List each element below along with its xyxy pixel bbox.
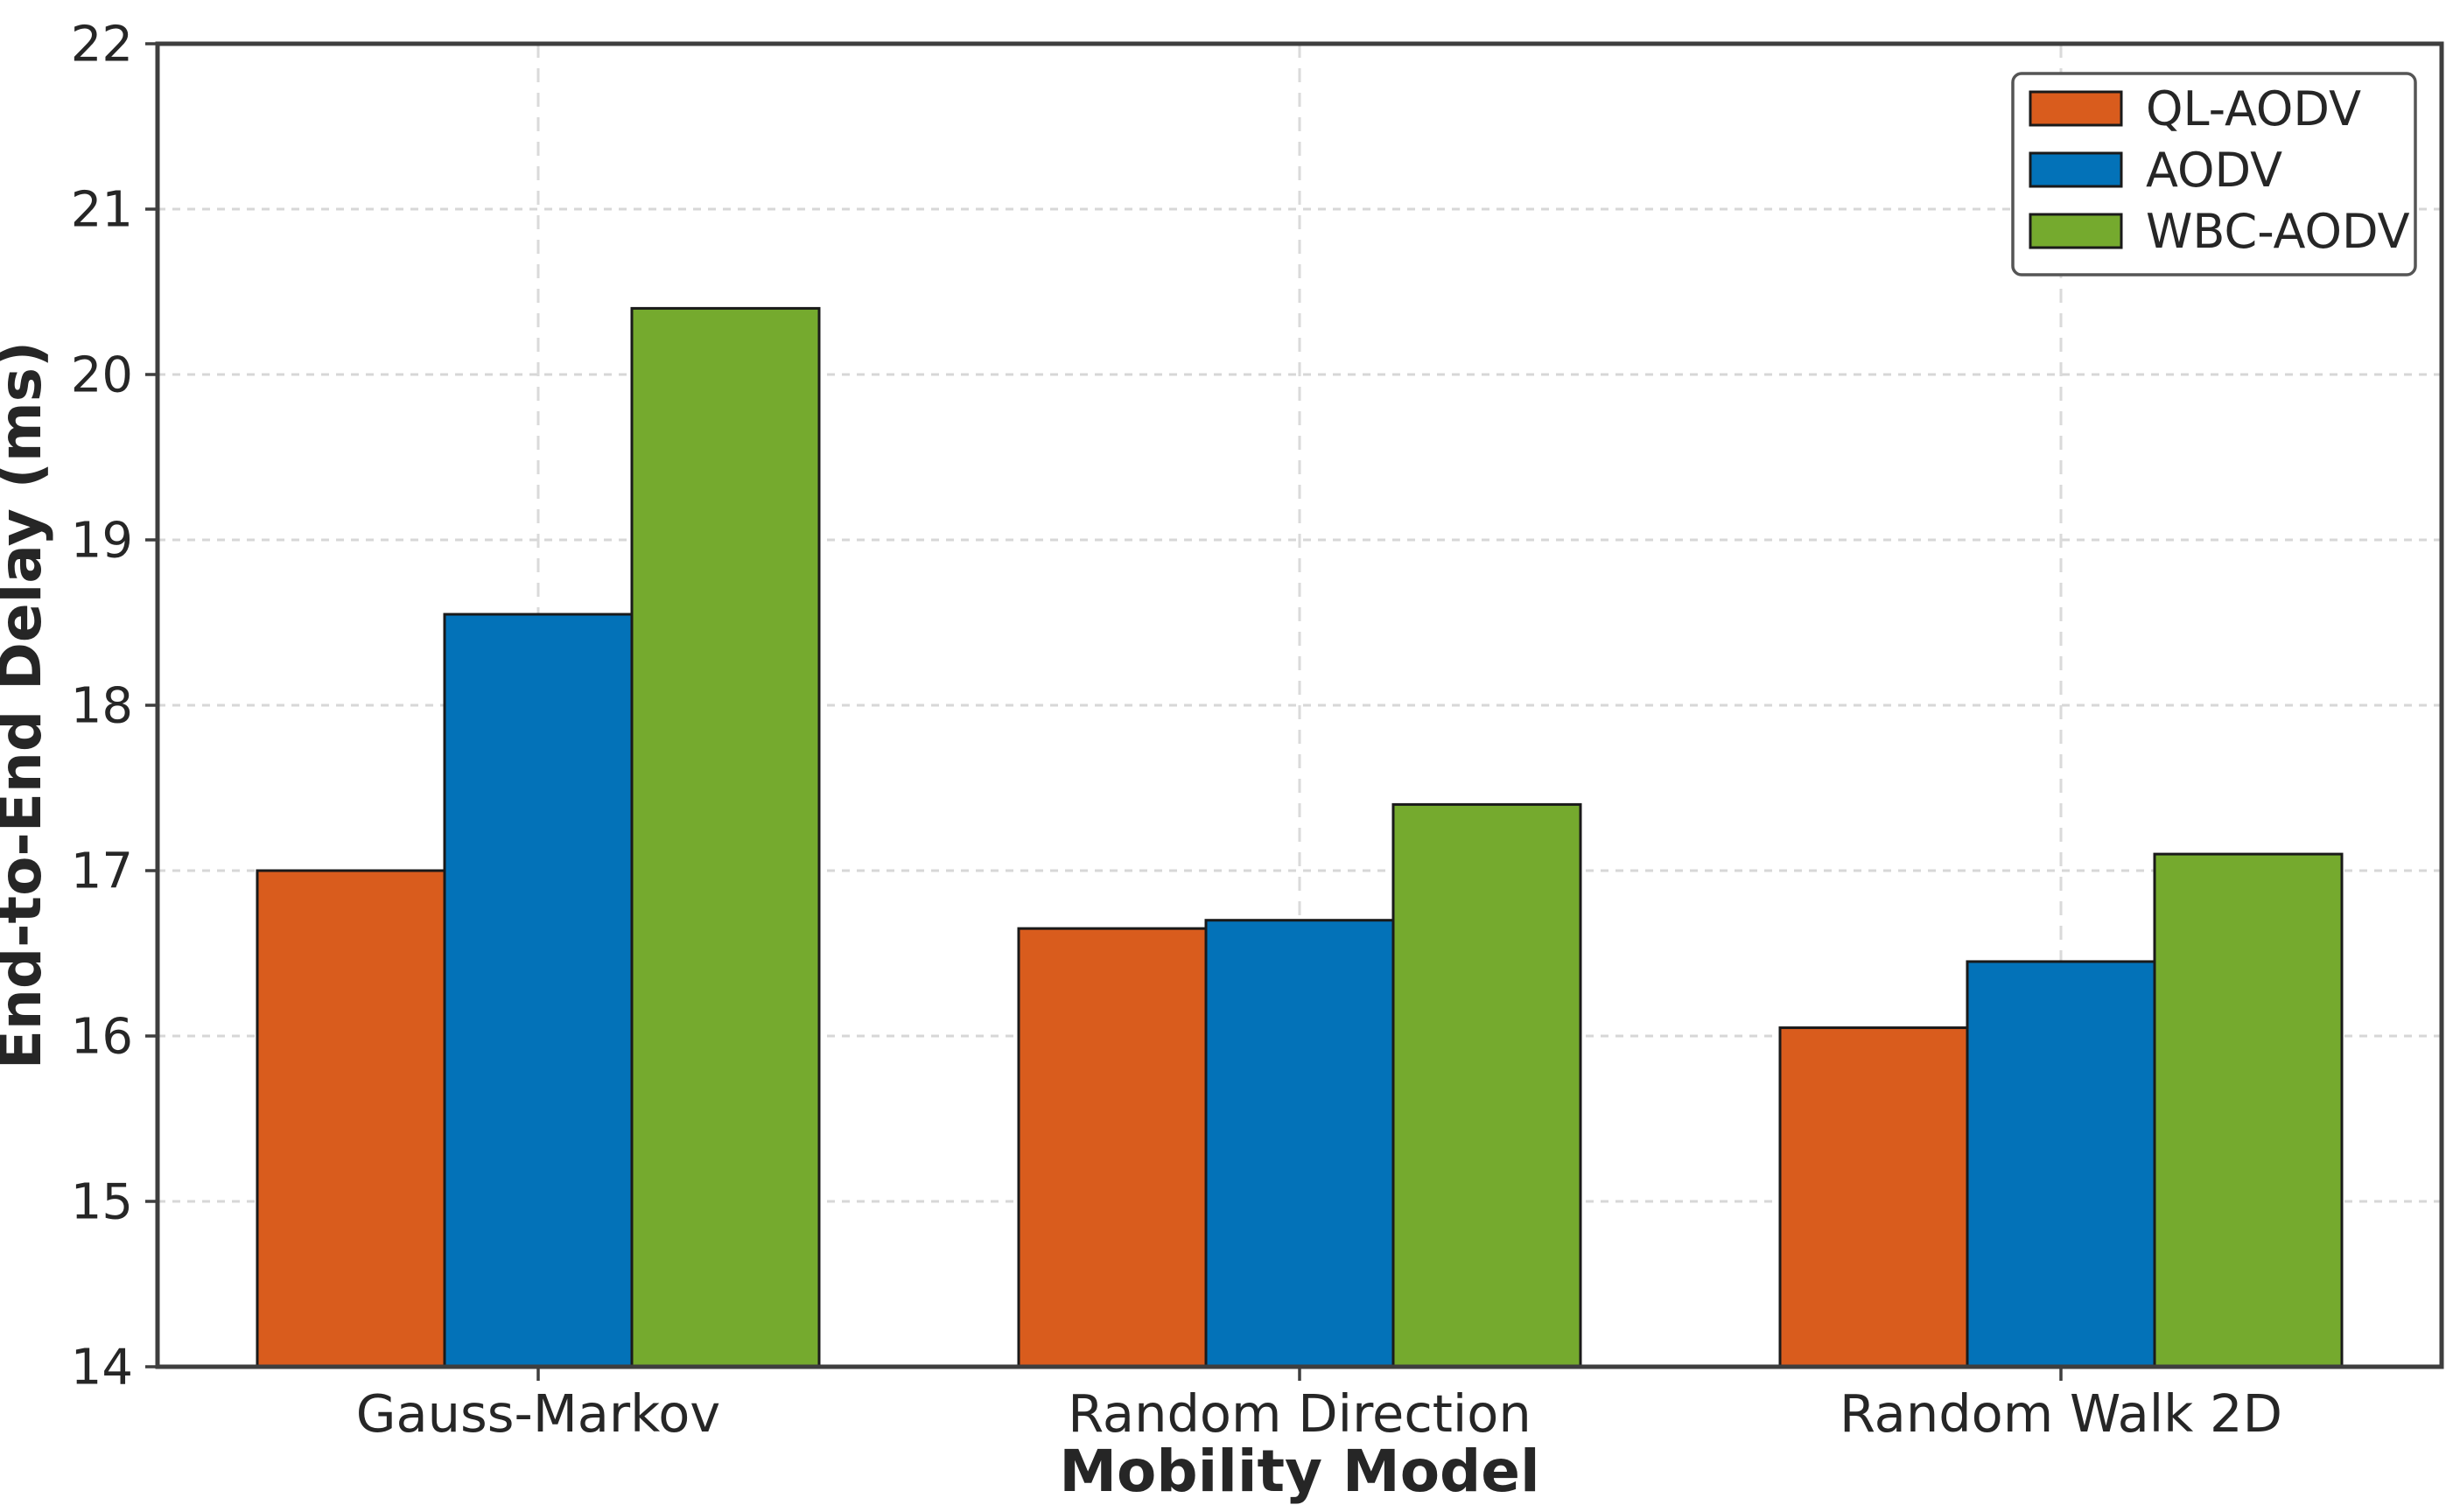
- y-tick-label-19: 19: [71, 513, 133, 570]
- y-tick-label-15: 15: [71, 1174, 133, 1231]
- legend-swatch-ql-aodv: [2029, 90, 2123, 127]
- bar-ql-aodv-gauss-markov: [256, 869, 446, 1368]
- bar-aodv-random-walk-2d: [1966, 960, 2156, 1368]
- y-tick-label-18: 18: [71, 678, 133, 735]
- legend-label-aodv: AODV: [2146, 143, 2282, 198]
- legend-item-aodv: AODV: [2029, 143, 2282, 198]
- y-tick-label-21: 21: [71, 182, 133, 239]
- bar-wbc-aodv-random-direction: [1391, 802, 1582, 1368]
- bar-wbc-aodv-gauss-markov: [630, 306, 821, 1368]
- bar-wbc-aodv-random-walk-2d: [2153, 852, 2344, 1368]
- legend: QL-AODV AODV WBC-AODV: [2011, 72, 2417, 276]
- bar-aodv-gauss-markov: [443, 612, 634, 1368]
- y-axis-label: End-to-End Delay (ms): [0, 341, 54, 1069]
- x-tick-label-gauss-markov: Gauss-Markov: [356, 1383, 720, 1444]
- legend-label-ql-aodv: QL-AODV: [2146, 81, 2361, 136]
- x-tick-label-random-direction: Random Direction: [1068, 1383, 1531, 1444]
- y-tick-label-22: 22: [71, 17, 133, 74]
- y-tick-label-14: 14: [71, 1340, 133, 1396]
- legend-swatch-aodv: [2029, 151, 2123, 188]
- x-tick-label-random-walk-2d: Random Walk 2D: [1840, 1383, 2282, 1444]
- legend-item-ql-aodv: QL-AODV: [2029, 81, 2361, 136]
- x-axis-label: Mobility Model: [1059, 1438, 1539, 1505]
- ticks-layer: 14 15 16 17 18 19 20 21 22 Gauss-Markov Random Dir…: [71, 17, 2282, 1444]
- bar-aodv-random-direction: [1204, 919, 1395, 1368]
- legend-swatch-wbc-aodv: [2029, 213, 2123, 249]
- y-tick-label-16: 16: [71, 1009, 133, 1066]
- bars-layer: [256, 306, 2344, 1368]
- y-tick-label-17: 17: [71, 844, 133, 900]
- legend-item-wbc-aodv: WBC-AODV: [2029, 204, 2410, 259]
- legend-label-wbc-aodv: WBC-AODV: [2146, 204, 2410, 259]
- y-tick-label-20: 20: [71, 347, 133, 404]
- bar-ql-aodv-random-direction: [1017, 927, 1208, 1368]
- bar-ql-aodv-random-walk-2d: [1778, 1026, 1969, 1368]
